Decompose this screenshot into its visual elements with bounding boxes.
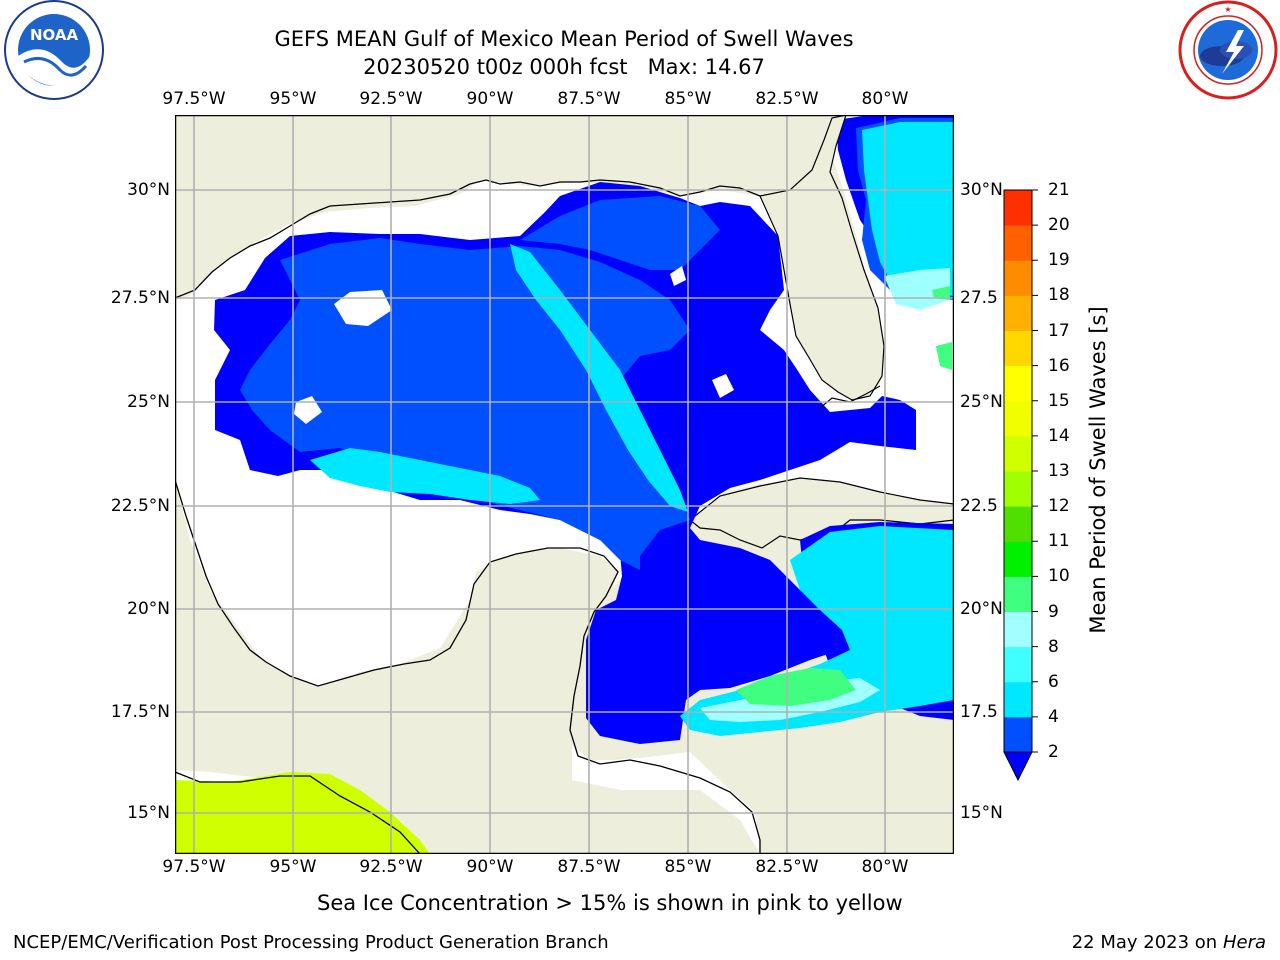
graticule [175,115,954,854]
swell-9-10s-atlantic [932,286,950,300]
colorbar-segment [1004,506,1032,542]
lon-label-top: 95°W [269,89,317,109]
colorbar-tick-label: 6 [1048,671,1059,692]
footer-date-text: 22 May 2023 on [1071,932,1218,953]
lon-label-bottom: 85°W [664,857,712,877]
footer-date: 22 May 2023 on Hera [1072,932,1266,953]
no-data-hole [294,396,322,424]
lat-label-left: 15°N [127,803,170,823]
colorbar-segment [1004,260,1032,296]
coastline [175,479,761,854]
lat-label-right: 20°N [960,599,1003,619]
colorbar-segment [1004,541,1032,577]
colorbar-segment [1004,295,1032,331]
swell-6-8s-diag [510,244,688,512]
lon-label-bottom: 80°W [861,857,909,877]
lon-label-bottom: 90°W [466,857,514,877]
colorbar-segment [1004,400,1032,437]
lat-label-left: 27.5°N [110,288,170,308]
swell-9-10s-atlantic-2 [936,342,952,370]
colorbar-segment [1004,471,1032,507]
swell-6-8s-west [310,448,540,504]
colorbar-segment [1004,435,1032,472]
lon-label-top: 80°W [861,89,909,109]
swell-8-9s-atlantic [884,268,950,310]
lat-label-left: 30°N [127,180,170,200]
cuba-land [689,477,954,549]
colorbar-segment [1004,190,1032,226]
lon-label-bottom: 82.5°W [755,857,819,877]
colorbar-tick-label: 18 [1048,285,1070,306]
lon-label-top: 97.5°W [162,89,226,109]
lon-label-bottom: 92.5°W [359,857,423,877]
lat-label-right: 17.5 [960,702,998,722]
colorbar-tick-label: 14 [1048,425,1070,446]
swell-4-6s-upper [520,196,720,270]
florida-land [759,115,885,401]
swell-9-10s [736,668,856,706]
lon-label-top: 87.5°W [557,89,621,109]
colorbar-tick-label: 20 [1048,215,1070,236]
colorbar-tick-label: 21 [1048,180,1070,200]
colorbar-tick-label: 11 [1048,531,1070,552]
colorbar-segment [1004,716,1032,753]
colorbar-tick-label: 19 [1048,250,1070,271]
mexico-land [175,480,760,854]
no-data-hole [712,374,734,398]
colorbar-tick-label: 4 [1048,706,1059,727]
lat-label-left: 25°N [127,392,170,412]
colorbar-tick-label: 13 [1048,461,1070,481]
footer-host: Hera [1222,932,1266,953]
colorbar-segment [1004,681,1032,718]
swell-period-map [175,115,954,854]
noaa-logo: NOAA [2,0,106,100]
no-data-hole [670,266,686,286]
sea-ice-note: Sea Ice Concentration > 15% is shown in … [317,891,903,915]
colorbar-underflow-arrow [1003,751,1033,782]
coastline [175,771,421,854]
lon-label-top: 90°W [466,89,514,109]
colorbar-tick-label: 10 [1048,566,1070,587]
chart-subtitle: 20230520 t00z 000h fcst Max: 14.67 [363,55,765,79]
colorbar-tick-label: 2 [1048,742,1059,762]
colorbar-label: Mean Period of Swell Waves [s] [1086,306,1110,634]
colorbar-segment [1004,611,1032,648]
lon-label-top: 92.5°W [359,89,423,109]
nws-logo: ★ [1178,0,1278,100]
lon-label-top: 82.5°W [755,89,819,109]
colorbar-tick-label: 16 [1048,355,1070,376]
colorbar-tick-label: 9 [1048,601,1059,622]
map-frame [175,115,954,854]
colorbar-tick-label: 15 [1048,390,1070,411]
lat-label-right: 15°N [960,803,1003,823]
lon-label-bottom: 87.5°W [557,857,621,877]
lat-label-left: 17.5°N [110,702,170,722]
lat-label-left: 22.5°N [110,496,170,516]
colorbar-segment [1004,576,1032,612]
lon-label-top: 85°W [664,89,712,109]
lat-label-right: 22.5 [960,496,998,516]
footer-credit: NCEP/EMC/Verification Post Processing Pr… [13,932,609,953]
svg-text:★: ★ [1224,5,1231,14]
colorbar-tick-label: 8 [1048,636,1059,657]
lon-label-bottom: 97.5°W [162,857,226,877]
chart-title: GEFS MEAN Gulf of Mexico Mean Period of … [274,27,854,51]
colorbar-segment [1004,225,1032,261]
coastline [175,179,761,299]
noaa-logo-text: NOAA [30,26,79,44]
lon-label-bottom: 95°W [269,857,317,877]
colorbar-tick-label: 12 [1048,496,1070,517]
colorbar-tick-label: 17 [1048,320,1070,341]
colorbar-segment [1004,330,1032,367]
lat-label-right: 25°N [960,392,1003,412]
colorbar [1003,189,1038,782]
lat-label-right: 27.5 [960,288,998,308]
no-data-hole [334,290,392,326]
colorbar-segment [1004,646,1032,683]
lat-label-left: 20°N [127,599,170,619]
colorbar-segment [1004,365,1032,402]
lat-label-right: 30°N [960,180,1003,200]
